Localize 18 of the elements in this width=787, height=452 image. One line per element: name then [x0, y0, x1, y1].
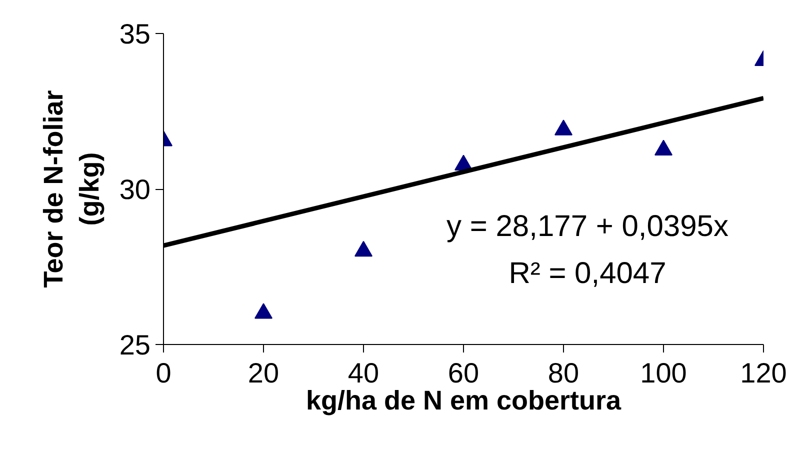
x-tick-label: 60: [448, 358, 480, 388]
x-tick-label: 80: [548, 358, 580, 388]
annotation: R² = 0,4047: [508, 257, 666, 290]
x-tick-label: 20: [248, 358, 280, 388]
y-tick-label: 25: [119, 330, 151, 360]
x-tick-label: 0: [156, 358, 172, 388]
x-tick-label: 40: [348, 358, 380, 388]
x-axis-title: kg/ha de N em cobertura: [306, 386, 622, 416]
y-tick-label: 30: [119, 174, 151, 205]
point: [354, 240, 372, 257]
x-tick-label: 100: [640, 358, 687, 388]
y-axis-title: Teor de N-foliar (g/kg): [38, 90, 104, 288]
annotation: y = 28,177 + 0,0395x: [446, 210, 728, 243]
point: [554, 120, 572, 136]
point: [254, 303, 272, 319]
y-tick-label: 35: [119, 18, 151, 50]
x-tick-label: 120: [740, 358, 787, 388]
point: [654, 140, 672, 156]
